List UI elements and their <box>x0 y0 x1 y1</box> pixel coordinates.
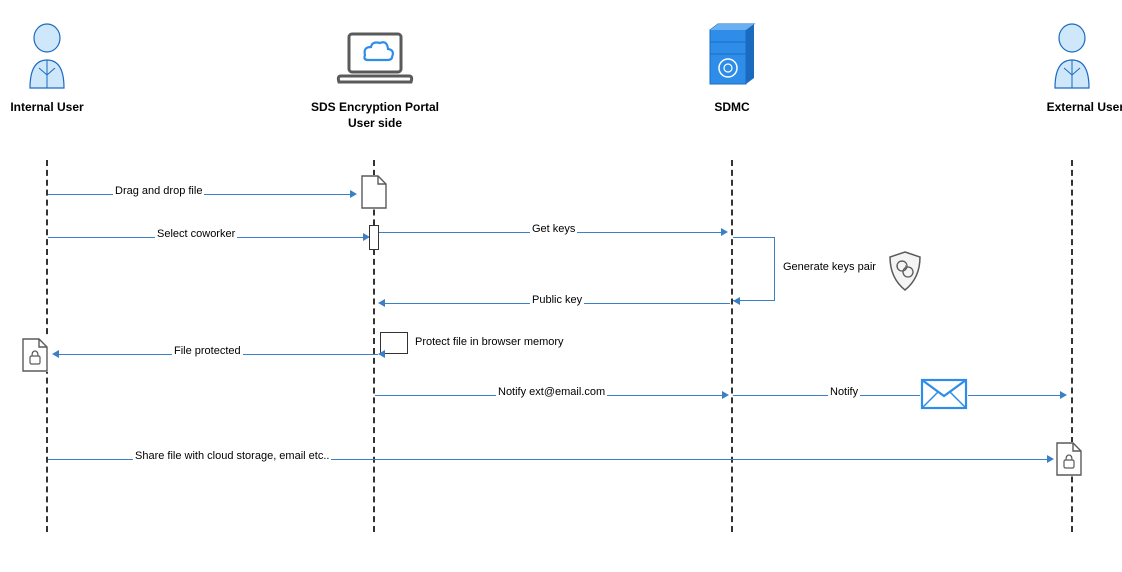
activation-portal-1 <box>369 225 379 250</box>
arrowhead-drag-drop <box>350 190 357 198</box>
label-file-protected: File protected <box>172 345 243 357</box>
arrowhead-get-keys <box>721 228 728 236</box>
internal-user-label: Internal User <box>0 100 94 114</box>
locked-file-icon-right <box>1056 442 1082 476</box>
arrowhead-protect-self <box>378 350 385 358</box>
arrow-notify <box>733 395 1063 396</box>
label-share-file: Share file with cloud storage, email etc… <box>133 450 331 462</box>
internal-user-icon <box>22 20 72 95</box>
portal-label-line1: SDS Encryption Portal <box>300 100 450 116</box>
locked-file-icon-left <box>22 338 48 372</box>
self-loop-generate-keys <box>733 237 775 301</box>
portal-label-line2: User side <box>300 116 450 132</box>
arrowhead-share-file <box>1047 455 1054 463</box>
portal-label: SDS Encryption Portal User side <box>300 100 450 131</box>
external-user-label: External User <box>1020 100 1122 114</box>
label-get-keys: Get keys <box>530 223 577 235</box>
lifeline-sdmc <box>731 160 733 532</box>
lifeline-portal <box>373 160 375 532</box>
shield-icon <box>886 250 924 297</box>
arrowhead-notify <box>1060 391 1067 399</box>
arrowhead-public-key <box>378 299 385 307</box>
arrowhead-self-loop <box>733 297 740 305</box>
label-generate-keys: Generate keys pair <box>781 261 878 273</box>
file-icon <box>361 175 387 209</box>
sequence-diagram: Internal User SDS Encryption Portal User… <box>0 0 1122 572</box>
label-notify-email: Notify ext@email.com <box>496 386 607 398</box>
label-drag-drop: Drag and drop file <box>113 185 204 197</box>
label-notify: Notify <box>828 386 860 398</box>
label-public-key: Public key <box>530 294 584 306</box>
label-protect-file: Protect file in browser memory <box>413 336 566 348</box>
sdmc-label: SDMC <box>700 100 764 114</box>
portal-icon <box>335 30 415 95</box>
envelope-icon <box>920 376 968 417</box>
arrowhead-notify-email <box>722 391 729 399</box>
lifeline-external <box>1071 160 1073 532</box>
external-user-icon <box>1047 20 1097 95</box>
sdmc-icon <box>702 18 762 97</box>
label-select-coworker: Select coworker <box>155 228 237 240</box>
arrowhead-file-protected <box>52 350 59 358</box>
